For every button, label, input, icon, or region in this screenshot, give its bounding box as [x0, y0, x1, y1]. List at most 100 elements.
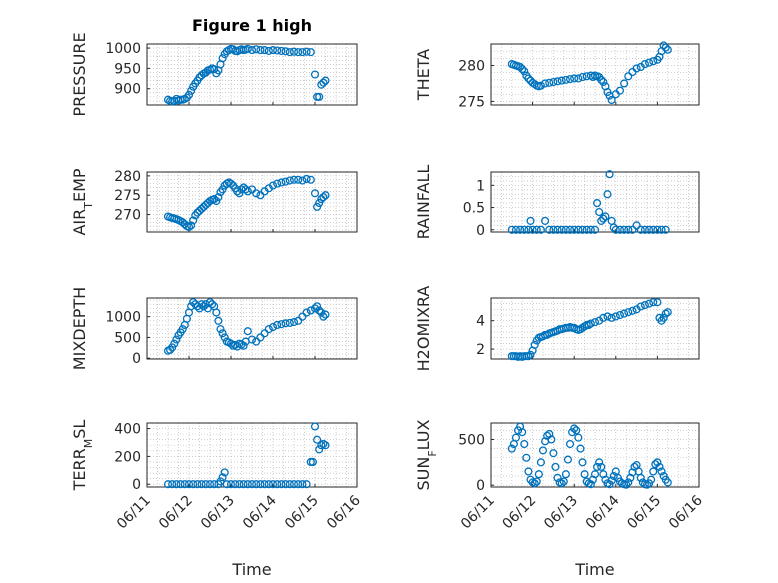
data-point: [187, 86, 196, 95]
data-point: [576, 444, 585, 453]
data-point: [317, 308, 326, 317]
data-point: [321, 441, 330, 450]
data-point: [285, 48, 294, 57]
data-point: [256, 480, 265, 489]
data-point: [574, 433, 583, 442]
data-point: [659, 313, 668, 322]
data-point: [549, 449, 558, 458]
data-point: [247, 480, 257, 489]
data-point: [607, 313, 616, 322]
x-tick-label: 06/13: [541, 493, 581, 533]
data-point: [231, 480, 240, 489]
data-point: [628, 225, 637, 234]
data-point: [277, 178, 286, 187]
data-point: [306, 48, 315, 57]
data-point: [620, 79, 629, 88]
data-point: [315, 198, 324, 208]
data-point: [628, 306, 637, 315]
data-point: [601, 212, 610, 221]
y-tick-label: 0: [132, 477, 141, 493]
data-point: [218, 185, 227, 194]
data-point: [524, 225, 533, 234]
subplot-sun-flux: 0 500 06/11 06/12 06/13 06/14 06/15 06/16 SUNFLU…: [414, 419, 706, 532]
data-point: [534, 470, 543, 479]
data-point: [570, 74, 579, 83]
data-point: [226, 339, 236, 348]
data-point: [214, 193, 223, 202]
x-tick-label: 06/16: [324, 492, 364, 532]
data-point: [659, 41, 668, 50]
data-point: [222, 480, 231, 489]
data-point: [243, 44, 252, 53]
data-point: [176, 480, 185, 489]
figure-title: Figure 1 high: [192, 16, 312, 35]
data-point: [661, 309, 670, 318]
data-point: [607, 95, 616, 105]
data-point: [220, 333, 229, 342]
data-point: [281, 177, 290, 186]
data-point: [603, 312, 612, 321]
x-axis-label-right: Time: [574, 560, 614, 579]
data-point: [595, 458, 604, 467]
data-point: [260, 329, 269, 338]
data-point: [298, 480, 307, 489]
data-point: [590, 225, 600, 234]
data-point: [205, 298, 215, 307]
y-tick-label: 275: [458, 94, 485, 110]
data-point: [624, 225, 633, 234]
data-point: [218, 329, 227, 338]
data-point: [281, 319, 290, 328]
data-point: [294, 48, 303, 57]
y-axis-label: THETA: [414, 49, 433, 101]
data-point: [636, 473, 645, 482]
data-point: [578, 225, 587, 234]
data-point: [172, 480, 181, 489]
data-point: [310, 304, 320, 313]
data-point: [226, 179, 236, 188]
data-point: [516, 225, 525, 234]
data-point: [294, 316, 303, 325]
data-point: [216, 325, 225, 334]
data-point: [252, 337, 261, 346]
x-tick-label: 06/15: [624, 493, 664, 533]
data-point: [273, 480, 282, 489]
x-tick-label: 06/15: [282, 493, 322, 533]
data-point: [268, 322, 278, 332]
data-point: [212, 196, 221, 206]
data-point: [547, 435, 556, 444]
data-point: [624, 308, 633, 317]
x-tick-label: 06/14: [240, 492, 280, 532]
data-point: [605, 170, 614, 179]
data-point: [549, 225, 558, 234]
data-point: [277, 480, 286, 489]
y-tick-label: 500: [458, 432, 485, 448]
data-point: [252, 45, 261, 54]
data-point: [663, 478, 672, 487]
data-point: [642, 480, 652, 489]
data-point: [233, 187, 242, 196]
data-point: [298, 48, 307, 57]
data-point: [321, 310, 330, 319]
axes-box: [146, 297, 358, 360]
y-axis-label: AIRTEMP: [70, 168, 95, 235]
data-point: [310, 189, 320, 198]
data-point: [553, 77, 562, 86]
subplot-terr-msl: 0 200 400 06/11 06/12 06/13 06/14 06/15 06/16 TER…: [70, 420, 364, 533]
data-point: [578, 458, 587, 467]
data-point: [273, 46, 282, 55]
data-point: [285, 480, 294, 489]
data-point: [201, 480, 210, 489]
data-point: [199, 302, 208, 311]
data-point: [511, 225, 521, 234]
data-point: [235, 480, 244, 489]
data-point: [313, 435, 322, 444]
data-point: [315, 92, 324, 101]
data-point: [536, 81, 545, 90]
data-point: [172, 335, 181, 344]
data-point: [277, 46, 286, 55]
data-point: [565, 75, 575, 84]
subplot-air-temp: 270 275 280 AIRTEMP: [70, 168, 358, 236]
data-point: [313, 302, 322, 311]
data-point: [590, 470, 600, 479]
axes-box: [490, 297, 700, 360]
